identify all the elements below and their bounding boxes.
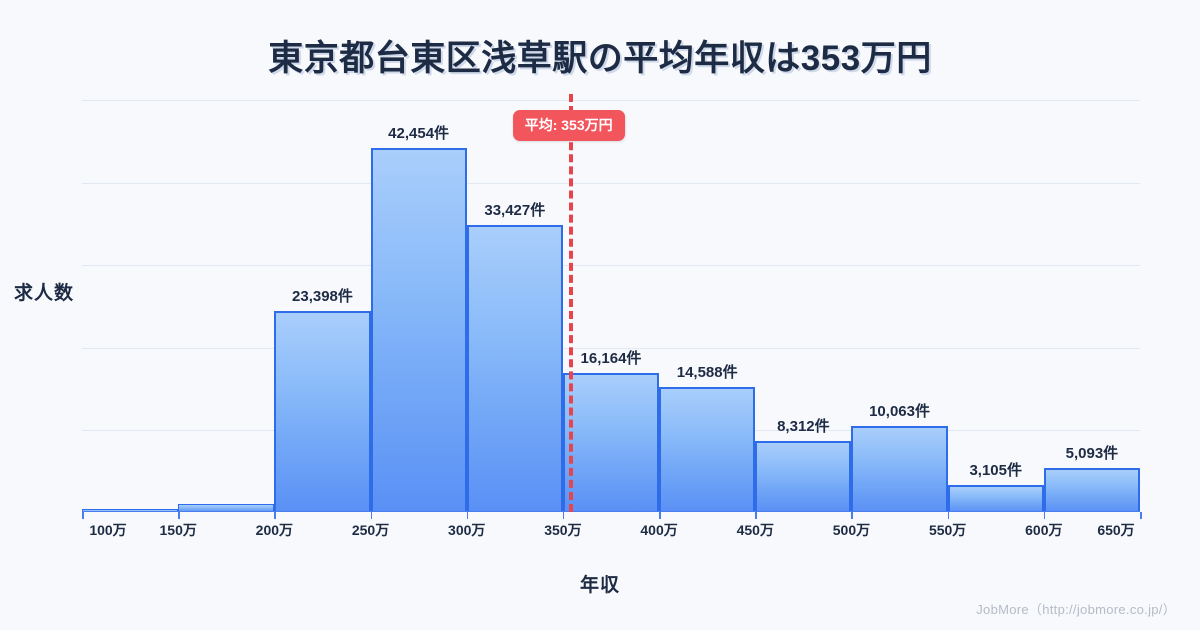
bar-value-label: 3,105件 [969, 462, 1022, 480]
bar-value-label: 5,093件 [1065, 445, 1119, 463]
x-tick-label: 500万 [832, 522, 871, 538]
plot-area: 23,398件 42,454件 33,427件 16,164件 14,588件 8,312… [82, 94, 1142, 538]
histogram-bar [755, 440, 852, 512]
footer-watermark: JobMore（http://jobmore.co.jp/） [976, 602, 1176, 617]
histogram-bar [466, 225, 563, 512]
gridline [82, 183, 1140, 184]
x-axis-title: 年収 [579, 575, 620, 596]
x-tick-label: 550万 [928, 522, 967, 538]
histogram-bar [947, 485, 1044, 512]
x-tick-label: 200万 [255, 522, 294, 538]
x-tick-mark [466, 512, 469, 519]
x-tick-mark [274, 512, 276, 519]
histogram-bar [178, 504, 275, 512]
page-title: 東京都台東区浅草駅の平均年収は353万円 [268, 39, 932, 78]
gridline [82, 348, 1140, 349]
gridline [82, 100, 1140, 101]
average-badge: 平均: 353万円 [512, 110, 625, 141]
x-tick-label: 100万 [89, 522, 127, 538]
x-tick-label: 650万 [1097, 522, 1135, 538]
x-tick-label: 600万 [1025, 522, 1063, 538]
bar-value-label: 10,063件 [869, 402, 930, 420]
x-tick-mark [851, 512, 853, 519]
x-tick-mark [562, 512, 565, 519]
bar-value-label: 14,588件 [676, 363, 738, 381]
x-tick-mark [755, 512, 757, 519]
histogram-bar [659, 386, 756, 512]
x-tick-label: 400万 [640, 522, 678, 538]
histogram-bar [274, 311, 371, 512]
x-tick-mark [178, 512, 180, 519]
bar-value-label: 8,312件 [777, 417, 830, 435]
x-tick-mark [1043, 512, 1046, 519]
histogram-bar [562, 373, 660, 512]
bar-value-label: 33,427件 [484, 202, 546, 220]
y-axis-title: 求人数 [14, 283, 75, 304]
x-tick-mark [1140, 512, 1142, 519]
x-tick-mark [82, 512, 84, 519]
bar-value-label: 23,398件 [292, 288, 353, 306]
histogram-bar [1043, 468, 1140, 512]
gridline [82, 265, 1140, 266]
x-tick-label: 300万 [448, 522, 486, 538]
x-tick-mark [659, 512, 661, 519]
average-line [568, 94, 573, 512]
histogram-bar [370, 147, 467, 512]
x-tick-label: 450万 [736, 522, 774, 538]
histogram-bar [851, 425, 948, 512]
x-axis-line [82, 510, 1140, 512]
x-tick-mark [947, 512, 950, 519]
bar-value-label: 16,164件 [580, 350, 642, 368]
x-tick-label: 150万 [159, 522, 197, 538]
bar-value-label: 42,454件 [388, 124, 450, 142]
x-tick-label: 350万 [544, 522, 582, 538]
x-tick-label: 250万 [351, 522, 390, 538]
x-tick-mark [370, 512, 373, 519]
